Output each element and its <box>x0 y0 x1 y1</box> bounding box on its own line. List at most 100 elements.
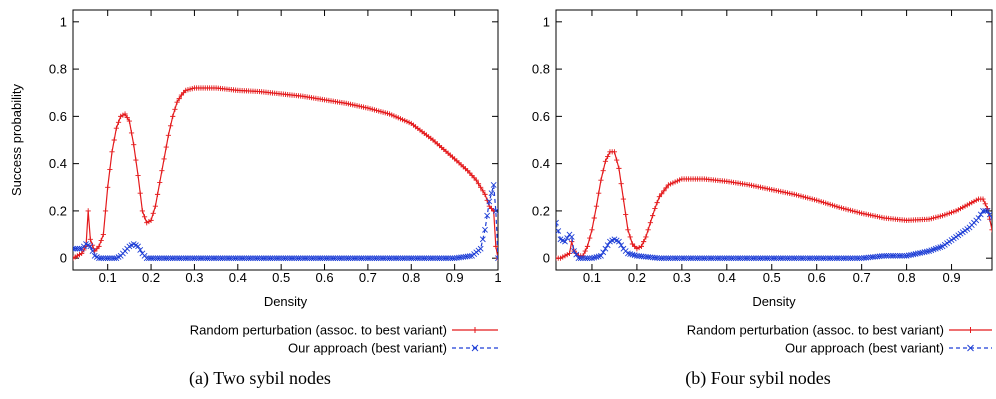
data-point <box>412 255 419 262</box>
data-point <box>369 255 376 262</box>
data-point <box>89 248 96 255</box>
data-point <box>786 255 793 262</box>
x-tick-label: 0.4 <box>229 270 247 285</box>
data-point <box>910 251 917 258</box>
data-point <box>575 255 582 262</box>
data-point <box>829 202 836 208</box>
data-point <box>665 182 671 188</box>
data-point <box>600 168 606 174</box>
data-point <box>789 255 795 262</box>
data-point <box>289 255 295 262</box>
data-point <box>408 255 415 262</box>
data-point <box>766 186 773 192</box>
data-point <box>672 179 678 185</box>
data-point <box>930 215 937 221</box>
data-point <box>139 208 145 214</box>
data-point <box>825 255 831 262</box>
data-point <box>600 249 607 256</box>
data-point <box>178 255 185 262</box>
data-point <box>638 243 645 249</box>
data-point <box>811 255 818 262</box>
data-point <box>721 255 728 262</box>
data-point <box>113 125 119 131</box>
data-point <box>124 114 130 121</box>
data-point <box>278 255 285 262</box>
data-point <box>74 245 81 252</box>
data-point <box>784 190 791 196</box>
data-point <box>172 106 178 112</box>
data-point <box>654 200 660 206</box>
data-point <box>845 207 851 213</box>
data-point <box>228 255 235 262</box>
data-point <box>297 255 304 262</box>
data-point <box>215 255 222 262</box>
data-point <box>167 123 174 129</box>
data-point <box>267 255 274 262</box>
data-point <box>782 255 789 262</box>
data-point <box>816 198 822 204</box>
data-point <box>874 213 880 220</box>
data-point <box>254 255 261 262</box>
data-point <box>137 190 143 196</box>
data-point <box>750 255 757 262</box>
legend-label: Our approach (best variant) <box>288 341 447 356</box>
data-point <box>703 255 710 262</box>
data-point <box>135 243 141 250</box>
data-point <box>980 196 986 202</box>
data-point <box>81 247 87 253</box>
data-point <box>73 245 76 252</box>
data-point <box>885 252 892 259</box>
data-point <box>892 252 899 259</box>
data-point <box>167 255 174 262</box>
data-point <box>632 243 638 249</box>
series-1 <box>556 149 992 261</box>
data-point <box>213 255 220 262</box>
data-point <box>280 255 287 262</box>
data-point <box>111 137 117 143</box>
x-tick-label: 0.1 <box>99 270 117 285</box>
data-point <box>854 255 861 262</box>
data-point <box>217 255 224 262</box>
data-point <box>564 235 571 242</box>
data-point <box>690 255 697 262</box>
data-point <box>202 255 209 262</box>
x-axis-title: Density <box>264 294 308 309</box>
data-point <box>107 166 113 173</box>
data-point <box>652 205 658 212</box>
data-point <box>948 209 955 216</box>
data-point <box>495 255 498 262</box>
data-point <box>793 255 800 262</box>
data-point <box>256 255 263 262</box>
data-point <box>165 132 172 138</box>
data-point <box>757 184 764 190</box>
data-point <box>836 204 842 210</box>
data-point <box>421 255 428 262</box>
data-point <box>739 255 746 262</box>
data-point <box>171 255 178 262</box>
data-point <box>102 208 109 214</box>
data-point <box>643 234 649 240</box>
data-point <box>845 255 852 262</box>
data-point <box>174 99 180 105</box>
data-point <box>189 255 196 262</box>
data-point <box>840 255 847 262</box>
data-point <box>989 227 992 233</box>
y-tick-label: 0.4 <box>532 156 550 171</box>
data-point <box>571 248 577 255</box>
data-point <box>741 255 748 262</box>
data-point <box>128 130 135 136</box>
data-point <box>325 255 332 262</box>
data-point <box>645 227 651 233</box>
data-point <box>341 255 347 262</box>
data-point <box>717 255 723 262</box>
data-point <box>495 255 498 261</box>
data-point <box>768 255 775 262</box>
data-point <box>926 216 932 222</box>
data-point <box>156 255 163 262</box>
x-tick-label: 0.5 <box>272 270 290 285</box>
data-point <box>243 255 250 262</box>
data-point <box>827 255 834 262</box>
data-point <box>843 206 849 212</box>
data-point <box>814 197 820 203</box>
data-point <box>315 255 321 262</box>
